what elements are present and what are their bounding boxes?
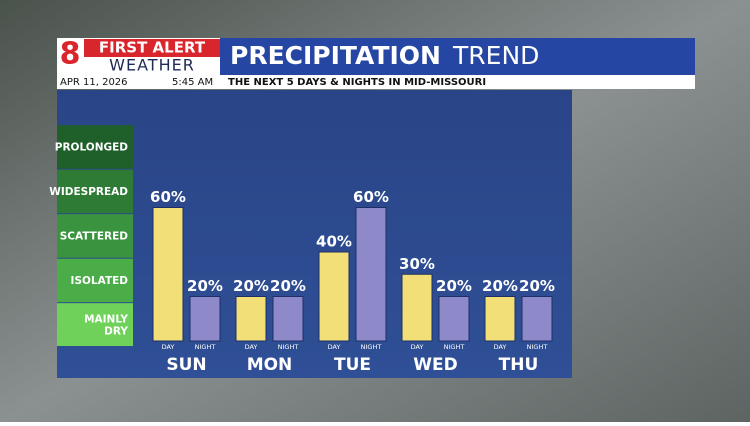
bar-sub-label: DAY <box>411 343 424 351</box>
x-tick-label: WED <box>413 355 457 375</box>
bar-sub-label: NIGHT <box>278 343 299 351</box>
x-tick-label: TUE <box>334 355 371 375</box>
value-label: 60% <box>353 188 389 206</box>
chart-title-suffix: TREND <box>452 41 539 70</box>
info-strip <box>57 75 695 89</box>
bar-sub-label: NIGHT <box>195 343 216 351</box>
y-tick-label: WIDESPREAD <box>49 186 128 198</box>
bar-sub-label: NIGHT <box>527 343 548 351</box>
brand-bottom: WEATHER <box>109 56 195 75</box>
bar-sub-label: DAY <box>494 343 507 351</box>
date: APR 11, 2026 <box>60 77 128 88</box>
y-tick-label: MAINLY DRY <box>84 313 128 337</box>
bar <box>318 251 350 342</box>
bar-sub-label: NIGHT <box>361 343 382 351</box>
bar <box>272 296 304 342</box>
logo-number: 8 <box>60 37 81 72</box>
y-band <box>57 258 133 303</box>
bar <box>189 296 221 342</box>
y-band <box>57 125 133 169</box>
value-label: 30% <box>399 255 435 273</box>
brand-top: FIRST ALERT <box>99 39 206 57</box>
title-bar <box>220 38 695 75</box>
x-tick-label: SUN <box>166 355 206 375</box>
y-tick-label: ISOLATED <box>71 275 129 287</box>
bar <box>355 207 387 342</box>
y-tick-label: SCATTERED <box>60 230 129 242</box>
y-band <box>57 303 133 346</box>
bar <box>235 296 267 342</box>
value-label: 20% <box>482 277 518 295</box>
value-label: 20% <box>187 277 223 295</box>
value-label: 20% <box>233 277 269 295</box>
value-label: 40% <box>316 233 352 251</box>
value-label: 20% <box>519 277 555 295</box>
y-band <box>57 214 133 258</box>
bar <box>438 296 470 342</box>
x-tick-label: MON <box>247 355 293 375</box>
chart-title: PRECIPITATION <box>230 41 441 70</box>
value-label: 20% <box>270 277 306 295</box>
bar-sub-label: DAY <box>245 343 258 351</box>
y-band <box>57 169 133 214</box>
bar <box>521 296 553 342</box>
y-tick-label: PROLONGED <box>55 141 129 153</box>
logo-red-bar <box>84 39 220 57</box>
bar-sub-label: DAY <box>162 343 175 351</box>
bar <box>484 296 516 342</box>
time: 5:45 AM <box>172 77 213 88</box>
bar <box>401 273 433 342</box>
bar <box>152 207 184 342</box>
bar-sub-label: DAY <box>328 343 341 351</box>
bar-sub-label: NIGHT <box>444 343 465 351</box>
value-label: 60% <box>150 188 186 206</box>
subtitle: THE NEXT 5 DAYS & NIGHTS IN MID-MISSOURI <box>228 77 486 88</box>
x-tick-label: THU <box>499 355 539 375</box>
value-label: 20% <box>436 277 472 295</box>
